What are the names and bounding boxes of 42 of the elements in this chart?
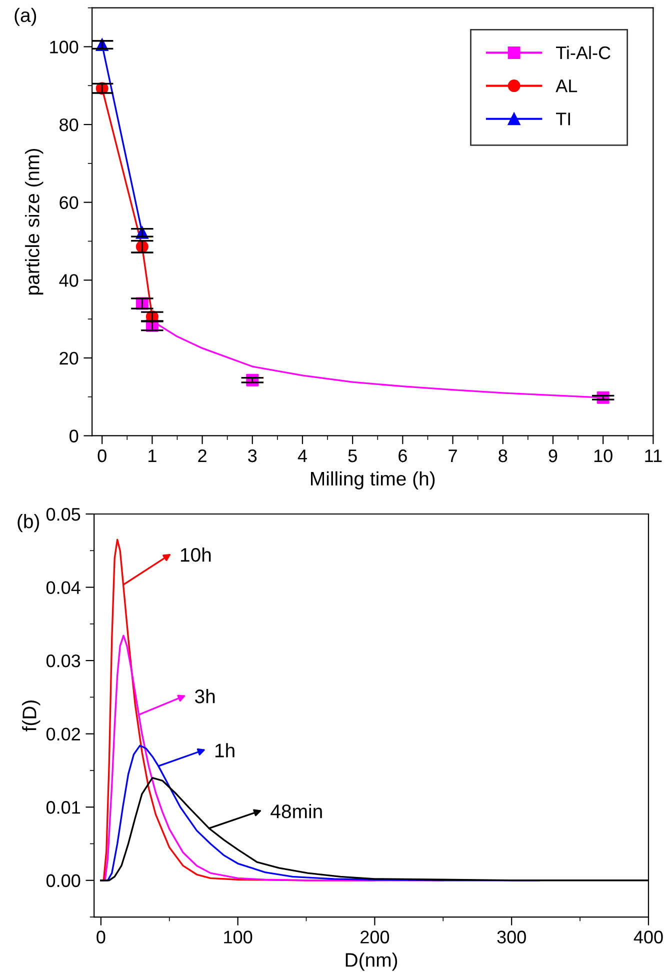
annotation: 10h	[180, 548, 211, 562]
y-tick-label: 60	[60, 196, 78, 210]
x-tick-label: 3	[248, 449, 257, 462]
y-axis-title: f(D)	[22, 700, 40, 732]
x-tick-label: 8	[498, 449, 508, 462]
x-tick-label: 9	[548, 449, 558, 462]
y-tick-label: 40	[59, 274, 78, 287]
y-tick-label: 0	[70, 430, 78, 442]
y-tick-label: 0.00	[46, 874, 80, 888]
x-tick-label: 0	[96, 930, 106, 944]
text: (a)	[14, 8, 36, 26]
x-tick-label: 300	[497, 930, 526, 944]
x-tick-label: 6	[398, 449, 407, 462]
annotation: 1h	[215, 743, 234, 758]
y-tick-label: 0.02	[46, 728, 80, 741]
y-tick-label: 0.05	[46, 508, 80, 521]
y-tick-label: 80	[60, 118, 78, 132]
y-tick-label: 0.01	[46, 801, 80, 814]
x-tick-label: 4	[298, 450, 307, 462]
legend-label: TI	[556, 112, 570, 126]
x-tick-label: 10	[594, 449, 612, 462]
x-tick-label: 400	[634, 930, 663, 944]
y-axis-title: particle size (nm)	[25, 148, 44, 295]
y-tick-label: 0.04	[46, 581, 80, 594]
legend-label: Ti-Al-C	[556, 46, 610, 60]
x-axis-title: D(nm)	[346, 952, 398, 971]
x-tick-label: 0	[98, 449, 106, 462]
y-tick-label: 100	[50, 40, 78, 54]
x-tick-label: 2	[198, 449, 206, 462]
x-tick-label: 200	[360, 930, 390, 944]
x-tick-label: 5	[348, 450, 357, 462]
x-tick-label: 7	[448, 450, 457, 462]
annotation: 48min	[270, 804, 322, 818]
x-tick-label: 1	[148, 450, 156, 462]
y-tick-label: 20	[60, 352, 78, 365]
annotation: 3h	[195, 689, 215, 704]
text: (b)	[18, 514, 40, 532]
y-tick-label: 0.03	[46, 654, 80, 668]
x-tick-label: 100	[224, 930, 252, 944]
x-tick-label: 11	[645, 450, 662, 462]
legend-label: AL	[556, 80, 578, 92]
x-axis-title: Milling time (h)	[311, 471, 435, 490]
